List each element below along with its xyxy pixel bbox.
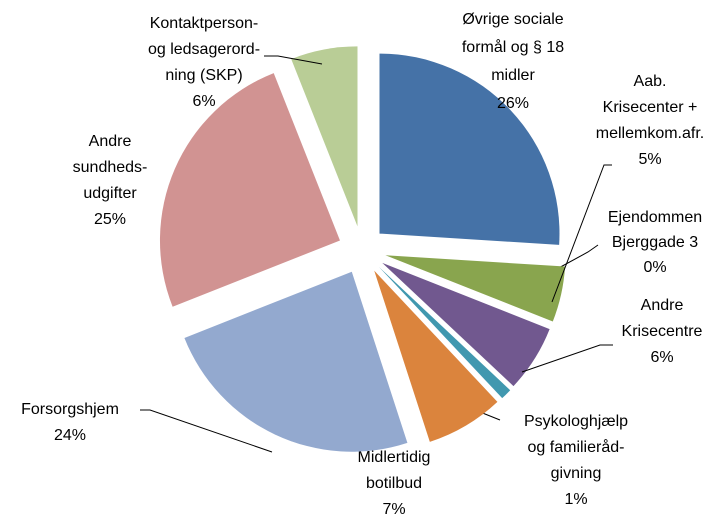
- slice-label: Midlertidig: [358, 449, 431, 466]
- slice-label: Øvrige sociale: [462, 11, 563, 28]
- slice-label: midler: [491, 67, 535, 84]
- slice-value-label: 0%: [643, 259, 666, 276]
- slice-value-label: 6%: [650, 349, 673, 366]
- slice-label: givning: [551, 465, 602, 482]
- slice-value-label: 6%: [192, 93, 215, 110]
- slice-label: Ejendommen: [608, 209, 702, 226]
- slice-label: sundheds-: [73, 159, 148, 176]
- slice-label: Krisecenter +: [603, 99, 698, 116]
- slice-label: og familieråd-: [528, 438, 625, 456]
- pie-slice: [385, 255, 566, 322]
- slice-value-label: 25%: [94, 211, 126, 228]
- slice-label: Psykologhjælp: [524, 413, 628, 430]
- leader-line: [264, 55, 323, 65]
- slice-label: Bjerggade 3: [612, 234, 698, 251]
- slice-value-label: 5%: [638, 151, 661, 168]
- pie-slice: [382, 262, 550, 387]
- pie-slice: [291, 46, 358, 227]
- pie-slice: [379, 53, 560, 245]
- leader-line: [521, 344, 613, 373]
- slice-value-label: 24%: [54, 427, 86, 444]
- slice-label: udgifter: [83, 185, 137, 202]
- slice-label: og ledsagerord-: [148, 41, 260, 58]
- leader-line: [551, 164, 612, 303]
- slice-label: Andre: [641, 297, 684, 314]
- slice-label: mellemkom.afr.: [596, 125, 704, 142]
- pie-slice: [159, 73, 340, 307]
- leader-line: [554, 244, 599, 271]
- leader-line: [140, 409, 273, 453]
- slice-label: Krisecentre: [622, 323, 703, 340]
- slice-label: Kontaktperson-: [150, 15, 259, 32]
- slice-value-label: 1%: [564, 491, 587, 508]
- slice-label: Forsorgshjem: [21, 401, 119, 418]
- slice-label: Andre: [89, 133, 132, 150]
- pie-slice: [378, 266, 511, 399]
- slice-value-label: 26%: [497, 95, 529, 112]
- pie-slice: [374, 270, 498, 442]
- pie-slice: [184, 271, 408, 452]
- slice-label: ning (SKP): [165, 67, 242, 84]
- slice-label: botilbud: [366, 475, 422, 492]
- slice-label: Aab.: [634, 73, 667, 90]
- slice-label: formål og § 18: [462, 38, 564, 56]
- slice-value-label: 7%: [382, 501, 405, 516]
